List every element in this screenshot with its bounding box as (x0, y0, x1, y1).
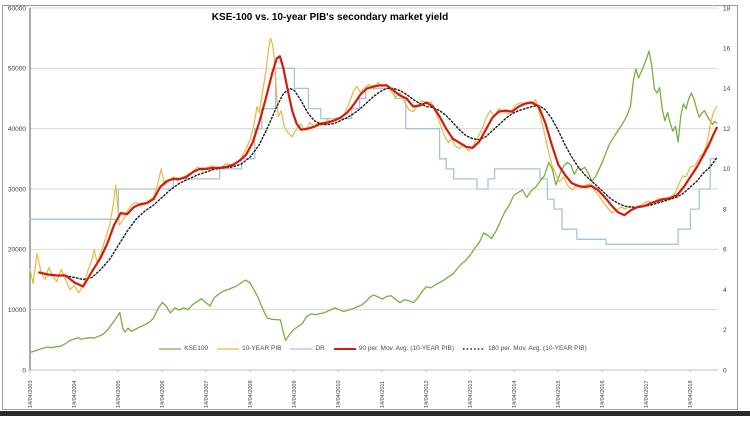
gridlines (30, 7, 718, 311)
legend-label: 90 per. Mov. Avg. (10-YEAR PIB) (358, 345, 454, 352)
svg-text:14/04/2014: 14/04/2014 (512, 380, 518, 408)
svg-text:8: 8 (723, 206, 727, 213)
svg-text:0: 0 (22, 367, 26, 374)
svg-text:14/04/2005: 14/04/2005 (116, 380, 122, 408)
svg-text:0: 0 (723, 367, 727, 374)
svg-text:6: 6 (723, 247, 727, 254)
legend-item-180-per-mov-avg-10-year-pib-: 180 per. Mov. Avg. (10-YEAR PIB) (463, 345, 587, 352)
svg-text:14/04/2009: 14/04/2009 (292, 380, 298, 408)
svg-text:14/04/2017: 14/04/2017 (644, 380, 650, 408)
svg-text:14/04/2011: 14/04/2011 (380, 381, 386, 408)
legend-label: 10-YEAR PIB (242, 345, 282, 352)
svg-text:50000: 50000 (8, 66, 26, 73)
legend-item-kse100: KSE100 (159, 345, 208, 352)
svg-text:14: 14 (723, 86, 731, 93)
svg-text:10000: 10000 (8, 307, 26, 314)
left-axis-labels: 0 10000 20000 30000 40000 50000 60000 (8, 5, 26, 374)
svg-text:14/04/2003: 14/04/2003 (28, 380, 34, 408)
svg-text:12: 12 (723, 126, 731, 133)
svg-text:20000: 20000 (8, 247, 26, 254)
svg-text:14/04/2007: 14/04/2007 (204, 380, 210, 408)
series-dr (29, 67, 717, 245)
svg-text:14/04/2012: 14/04/2012 (424, 380, 430, 408)
svg-text:14/04/2016: 14/04/2016 (600, 380, 606, 408)
legend-item-90-per-mov-avg-10-year-pib-: 90 per. Mov. Avg. (10-YEAR PIB) (333, 345, 454, 352)
bottom-border-bar (0, 411, 750, 416)
legend-swatch-line (290, 347, 313, 350)
right-axis-labels: 0 2 4 6 8 10 12 14 16 18 (723, 5, 731, 374)
svg-text:14/04/2018: 14/04/2018 (688, 380, 694, 408)
series-180-per-mov-avg-10-year-pib- (64, 87, 718, 281)
svg-text:10: 10 (723, 166, 731, 173)
svg-text:14/04/2004: 14/04/2004 (72, 380, 78, 408)
svg-text:18: 18 (723, 5, 731, 12)
legend-swatch-line (333, 347, 356, 350)
svg-text:4: 4 (723, 287, 727, 294)
series-kse100 (29, 50, 718, 354)
chart-legend: KSE100 10-YEAR PIB DR 90 per. Mov. Avg. (10… (28, 345, 718, 352)
chart-title: KSE-100 vs. 10-year PIB's secondary mark… (211, 12, 449, 23)
legend-swatch-line (217, 347, 240, 350)
svg-text:14/04/2008: 14/04/2008 (248, 380, 254, 408)
svg-text:60000: 60000 (8, 5, 26, 12)
svg-text:40000: 40000 (8, 126, 26, 133)
chart-border (2, 5, 738, 410)
svg-text:16: 16 (723, 46, 731, 53)
svg-text:14/04/2015: 14/04/2015 (556, 380, 562, 408)
legend-label: DR (315, 345, 325, 352)
svg-text:14/04/2013: 14/04/2013 (468, 380, 474, 408)
svg-text:2: 2 (723, 327, 727, 334)
x-axis-labels: 14/04/2003 14/04/2004 14/04/2005 14/04/2006… (28, 370, 694, 408)
series-10-year-pib (29, 37, 718, 294)
svg-text:30000: 30000 (8, 186, 26, 193)
svg-text:14/04/2006: 14/04/2006 (160, 380, 166, 408)
legend-swatch-line (159, 347, 182, 350)
legend-item-10-year-pib: 10-YEAR PIB (217, 345, 281, 352)
legend-item-dr: DR (290, 345, 325, 352)
series-90-per-mov-avg-10-year-pib- (38, 55, 718, 288)
legend-label: KSE100 (184, 345, 209, 352)
legend-label: 180 per. Mov. Avg. (10-YEAR PIB) (488, 345, 587, 352)
axes (28, 8, 718, 371)
legend-swatch-line (463, 347, 485, 350)
svg-text:14/04/2010: 14/04/2010 (336, 380, 342, 408)
